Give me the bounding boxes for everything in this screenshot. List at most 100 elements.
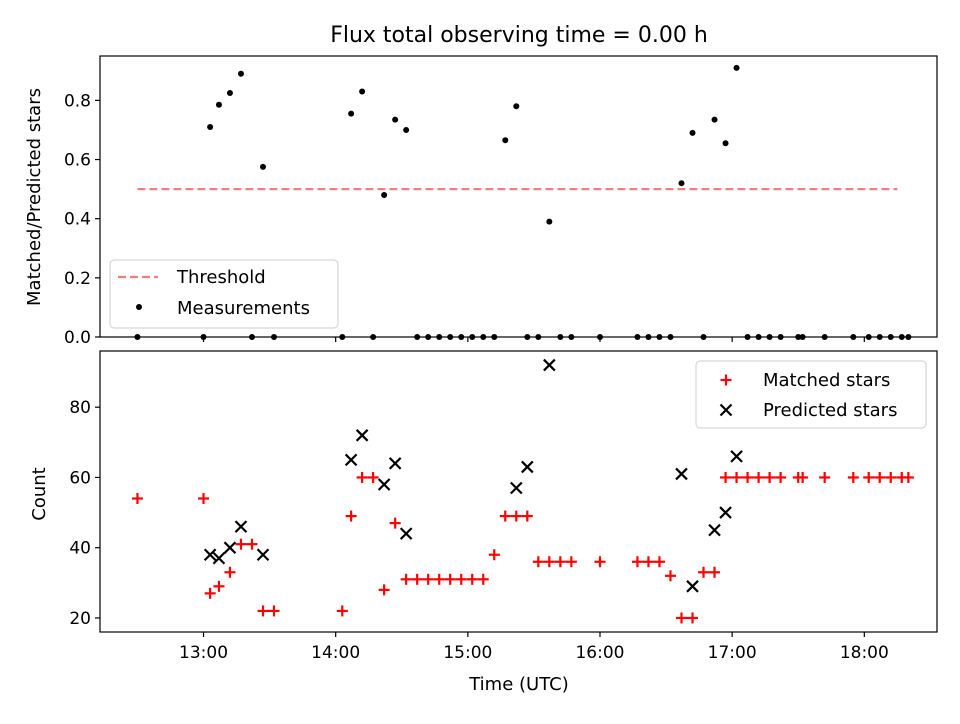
matched-star-point — [720, 374, 732, 386]
x-tick-label: 16:00 — [575, 643, 624, 663]
cross-stroke — [355, 429, 369, 442]
matched-star-point — [874, 471, 886, 483]
matched-star-point — [742, 471, 754, 483]
matched-star-point — [268, 605, 280, 617]
predicted-star-point — [686, 580, 699, 593]
matched-star-point — [378, 584, 390, 596]
matched-star-point — [204, 587, 216, 599]
matched-star-point — [885, 471, 897, 483]
measurement-point — [689, 129, 696, 136]
matched-star-point — [709, 566, 721, 578]
predicted-star-point — [355, 429, 369, 442]
bottom-y-tick-label: 80 — [69, 398, 91, 418]
matched-star-point — [847, 471, 859, 483]
matched-star-point — [455, 573, 467, 585]
predicted-star-point — [675, 467, 688, 481]
matched-star-point — [664, 570, 676, 582]
matched-star-point — [367, 471, 379, 483]
cross-stroke — [686, 580, 699, 593]
matched-star-point — [653, 556, 665, 568]
matched-star-point — [477, 573, 489, 585]
bottom-y-axis-label: Count — [29, 467, 50, 520]
top-plot-area: 0.0 0.2 0.4 0.6 0.8 Threshold Measurements — [64, 55, 938, 348]
cross-stroke — [344, 453, 358, 467]
cross-stroke — [256, 548, 270, 562]
predicted-star-point — [377, 478, 391, 491]
matched-star-point — [720, 471, 732, 483]
top-y-tick-label: 0.4 — [64, 210, 91, 230]
top-legend: Threshold Measurements — [109, 259, 339, 329]
predicted-star-point — [521, 460, 534, 474]
measurement-point — [259, 163, 266, 170]
cross-stroke — [719, 506, 732, 519]
cross-stroke — [521, 460, 534, 474]
measurement-point — [711, 116, 718, 123]
x-tick-label: 15:00 — [443, 643, 492, 663]
predicted-star-point — [730, 450, 743, 463]
matched-star-point — [675, 612, 687, 624]
matched-star-point — [775, 471, 787, 483]
matched-star-point — [521, 510, 533, 522]
bottom-y-tick-label: 20 — [69, 609, 91, 629]
matched-star-point — [554, 556, 566, 568]
legend-measurements-label: Measurements — [177, 298, 310, 319]
measurement-point — [678, 180, 685, 187]
matched-star-point — [422, 573, 434, 585]
measurement-point — [392, 116, 399, 123]
legend-measurements-swatch — [136, 304, 142, 310]
cross-stroke — [212, 551, 226, 565]
measurement-point — [237, 70, 244, 77]
x-tick-label: 13:00 — [179, 643, 228, 663]
matched-star-point — [543, 556, 555, 568]
matched-star-point — [389, 517, 401, 529]
matched-star-point — [433, 573, 445, 585]
bottom-legend-box — [695, 360, 927, 429]
top-y-tick-label: 0.6 — [64, 151, 91, 171]
matched-star-point — [698, 566, 710, 578]
bottom-y-tick-label: 40 — [69, 539, 91, 559]
x-axis-label: Time (UTC) — [468, 674, 569, 695]
matched-star-point — [902, 471, 914, 483]
matched-star-point — [257, 605, 269, 617]
chart-title: Flux total observing time = 0.00 h — [330, 23, 708, 48]
predicted-star-point — [719, 506, 732, 519]
measurement-point — [546, 218, 553, 225]
cross-stroke — [223, 541, 237, 554]
measurement-point — [513, 103, 520, 110]
cross-stroke — [234, 520, 248, 533]
legend-threshold-label: Threshold — [176, 267, 266, 288]
matched-star-point — [131, 493, 143, 505]
matched-star-point — [819, 471, 831, 483]
matched-star-point — [411, 573, 423, 585]
predicted-star-point — [399, 527, 413, 540]
matched-star-point — [235, 538, 247, 550]
measurement-point — [381, 192, 388, 199]
measurement-point — [215, 101, 222, 108]
predicted-star-point — [203, 548, 217, 562]
matched-star-point — [687, 612, 699, 624]
bottom-legend: Matched stars Predicted stars — [695, 360, 927, 429]
matched-star-point — [246, 538, 258, 550]
matched-star-point — [466, 573, 478, 585]
x-tick-label: 17:00 — [708, 643, 757, 663]
measurement-point — [722, 140, 729, 147]
legend-predicted-swatch — [719, 403, 733, 417]
legend-predicted-label: Predicted stars — [763, 400, 897, 421]
measurement-point — [348, 110, 355, 117]
matched-star-point — [731, 471, 743, 483]
cross-stroke — [719, 403, 733, 417]
predicted-star-point — [344, 453, 358, 467]
top-y-tick-label: 0.8 — [64, 91, 91, 111]
matched-star-point — [594, 556, 606, 568]
matched-star-point — [631, 556, 643, 568]
matched-star-point — [753, 471, 765, 483]
measurement-point — [733, 64, 740, 71]
matched-star-point — [510, 510, 522, 522]
predicted-star-point — [708, 523, 721, 537]
bottom-plot-area: 20 40 60 80 13:00 14:00 15:00 16:00 17:00 18:00 Ma… — [69, 350, 938, 663]
measurement-point — [403, 126, 410, 133]
measurement-point — [359, 88, 366, 95]
matched-star-point — [213, 580, 225, 592]
top-legend-box — [109, 259, 339, 329]
